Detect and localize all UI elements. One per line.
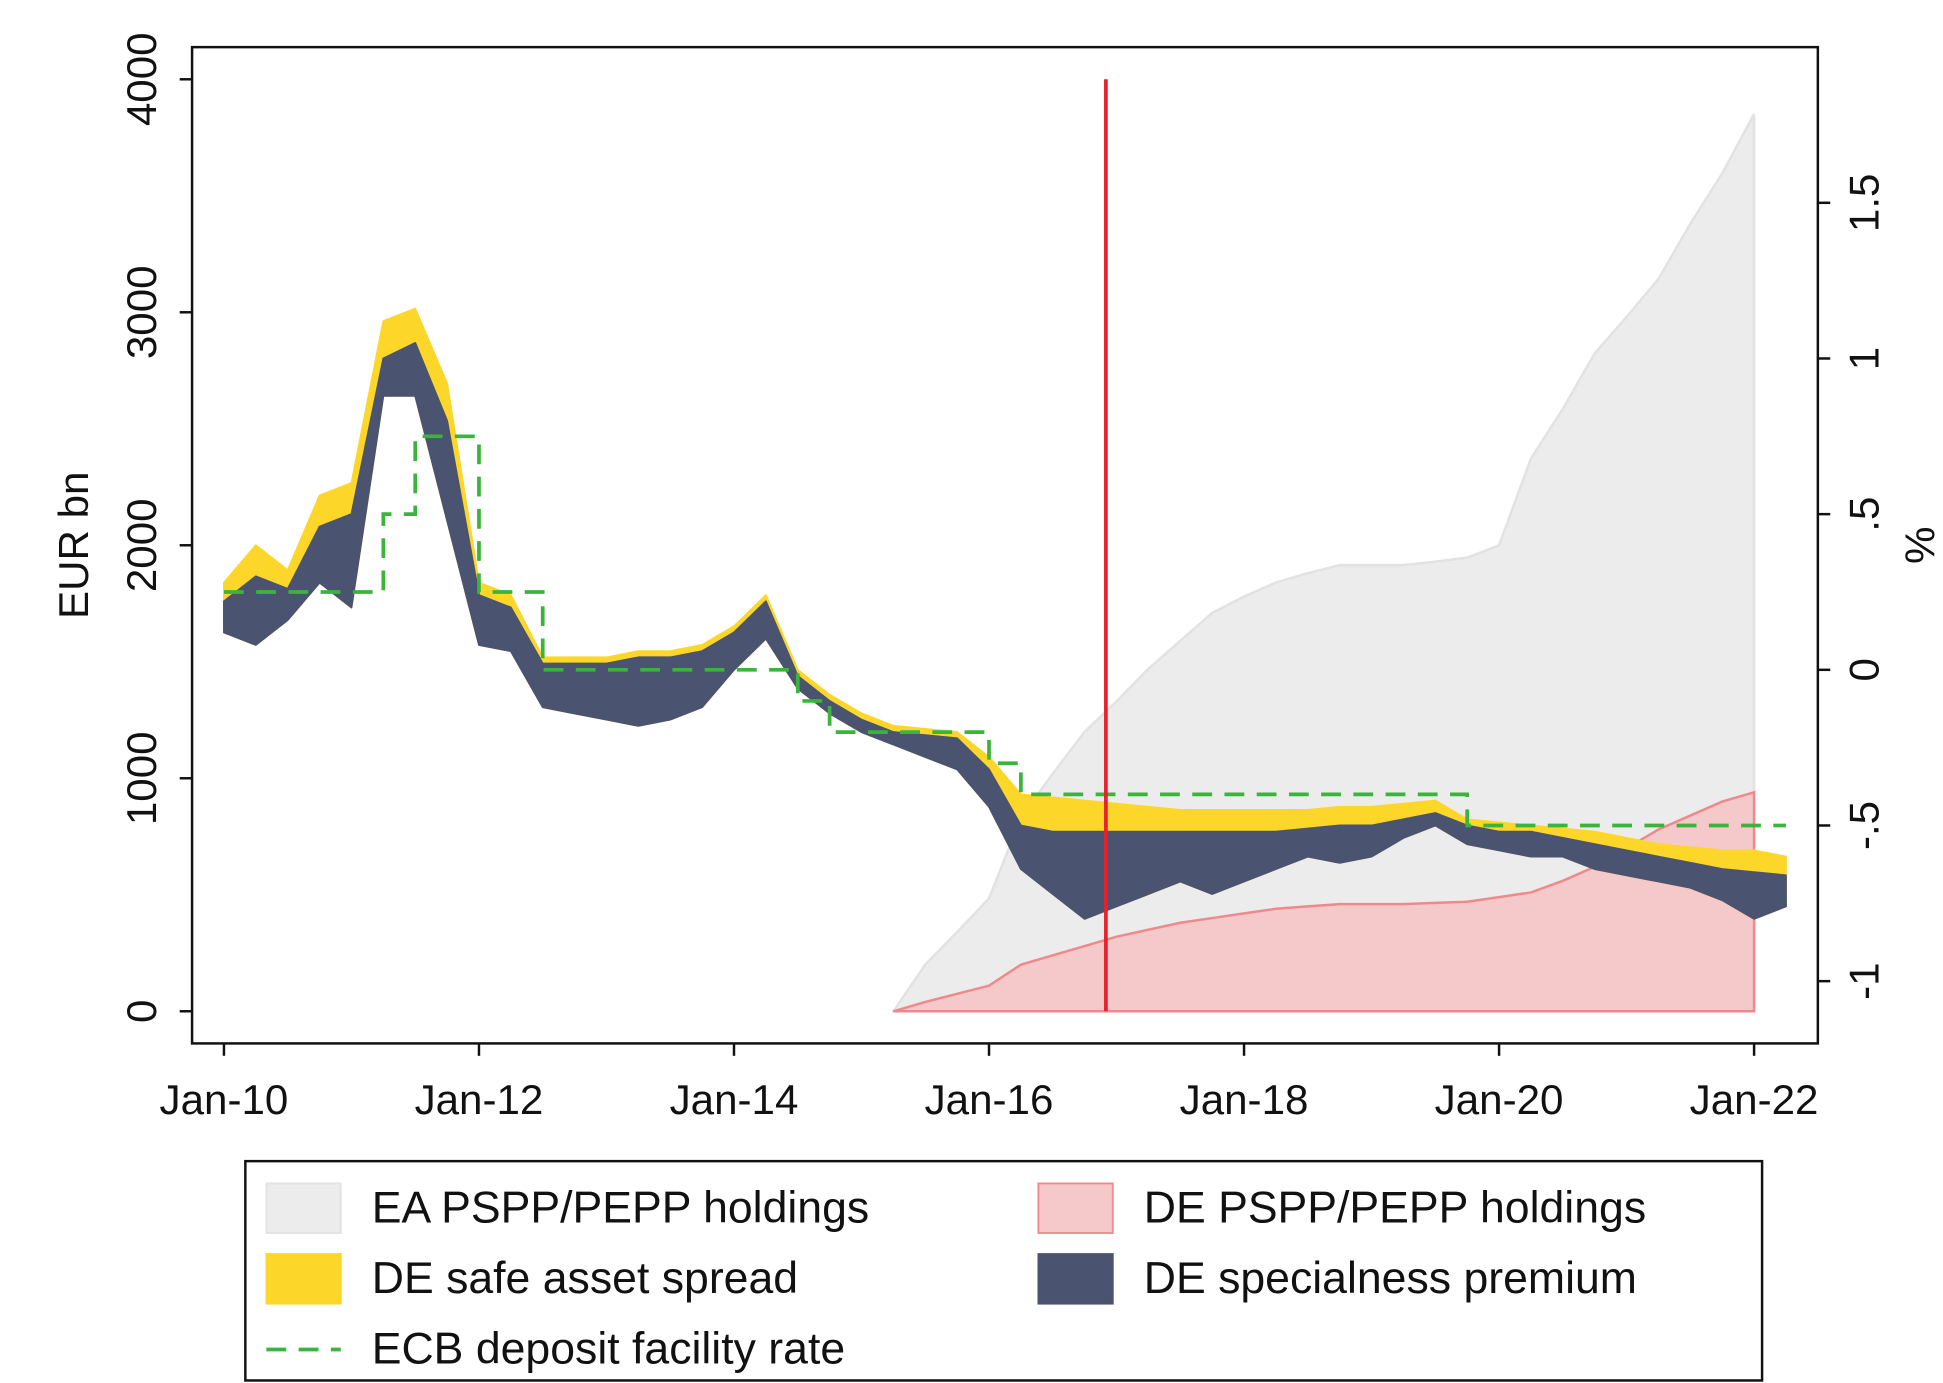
legend-label: DE safe asset spread (372, 1254, 798, 1303)
y2-tick-label: 1.5 (1841, 174, 1888, 233)
legend-swatch (265, 1182, 342, 1234)
y-tick-label: 0 (118, 1000, 165, 1023)
spread-band (223, 341, 1787, 920)
x-tick-label: Jan-10 (160, 1076, 289, 1123)
x-tick-label: Jan-16 (925, 1076, 1054, 1123)
y-tick-label: 1000 (118, 731, 165, 825)
y-tick-label: 2000 (118, 498, 165, 592)
x-tick-label: Jan-20 (1435, 1076, 1564, 1123)
legend-swatch (1037, 1182, 1114, 1234)
y2-tick-label: 0 (1841, 658, 1888, 681)
x-tick-label: Jan-22 (1690, 1076, 1819, 1123)
legend-label: EA PSPP/PEPP holdings (372, 1183, 869, 1232)
x-tick-label: Jan-14 (670, 1076, 799, 1123)
y2-tick-label: 1 (1841, 347, 1888, 370)
x-tick-label: Jan-18 (1180, 1076, 1309, 1123)
y2-tick-label: -.5 (1841, 801, 1888, 850)
legend-label: ECB deposit facility rate (372, 1325, 845, 1374)
rate-line (223, 434, 1786, 828)
y2-tick-label: -1 (1841, 962, 1888, 999)
legend-swatch (265, 1253, 342, 1305)
legend-swatch (1037, 1253, 1114, 1305)
y2-axis-title: % (1896, 527, 1943, 564)
x-tick-label: Jan-12 (415, 1076, 544, 1123)
y-axis-title: EUR bn (50, 472, 97, 620)
y2-tick-label: .5 (1841, 497, 1888, 532)
holdings-area (891, 113, 1756, 1013)
legend-label: DE PSPP/PEPP holdings (1144, 1183, 1646, 1232)
y-tick-label: 4000 (118, 32, 165, 126)
legend-box (244, 1159, 1764, 1382)
legend-label: DE specialness premium (1144, 1254, 1637, 1303)
y-tick-label: 3000 (118, 265, 165, 359)
